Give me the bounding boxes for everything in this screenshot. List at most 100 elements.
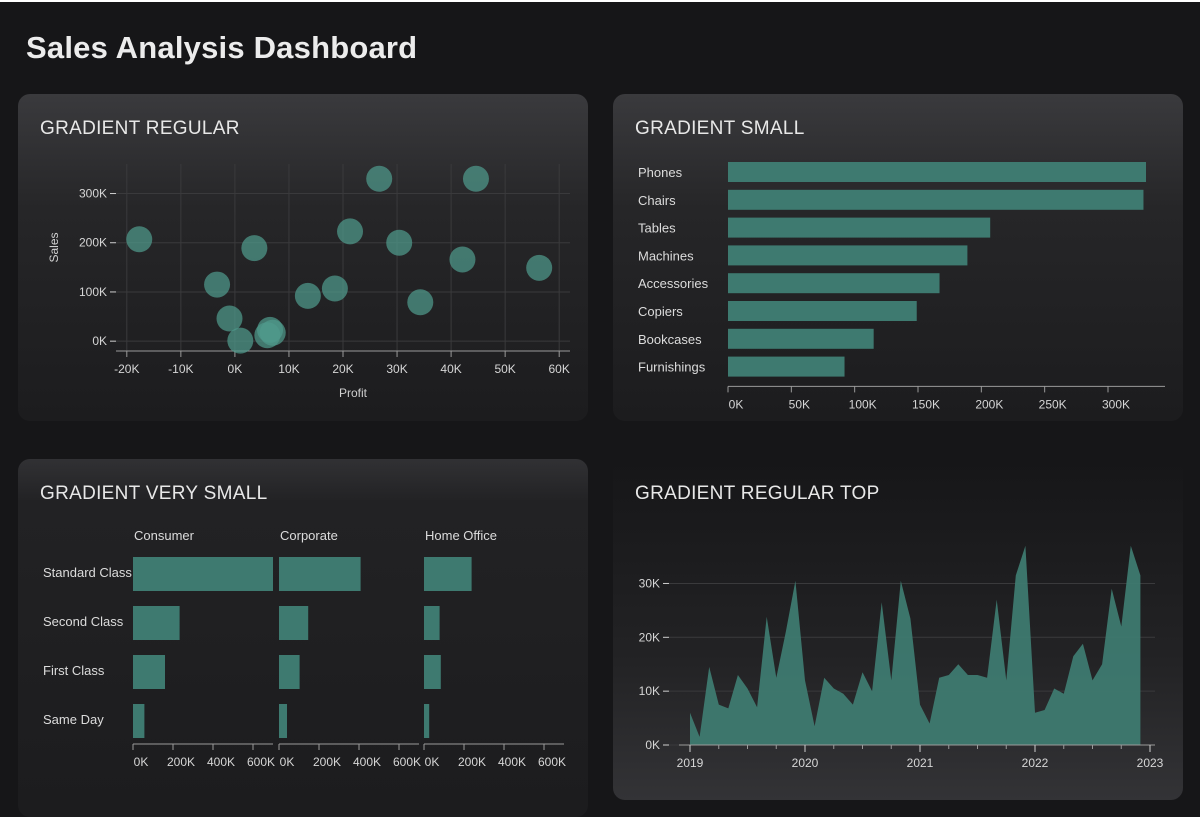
hbar-tick-label: 300K (1102, 397, 1130, 411)
facet-bar (279, 606, 309, 640)
facet-tick-label: 400K (498, 755, 526, 769)
area-xtick-label: 2020 (792, 756, 819, 770)
facet-bar (424, 655, 441, 689)
scatter-ytick-label: 200K (79, 236, 107, 250)
scatter-point (126, 226, 153, 253)
scatter-xtick-label: 60K (549, 362, 570, 376)
scatter-point (386, 229, 413, 256)
scatter-ytick-label: 300K (79, 187, 107, 201)
hbar-chart: Phones Chairs Tables Machines Accessories Cop… (638, 162, 1165, 411)
facet-tick-label: 600K (393, 755, 421, 769)
facet-category-label: Standard Class (43, 565, 132, 580)
hbar-bar (728, 217, 991, 238)
hbar-bar (728, 189, 1144, 210)
hbar-category-label: Phones (638, 165, 683, 180)
area-xtick-label: 2019 (677, 756, 704, 770)
facet-bar (133, 557, 273, 591)
scatter-ytick-label: 100K (79, 285, 107, 299)
facet-bar (133, 606, 180, 640)
hbar-category-label: Machines (638, 248, 694, 263)
facet-bar (133, 655, 165, 689)
hbar-tick-label: 50K (789, 397, 810, 411)
scatter-point (449, 246, 476, 273)
facet-chart: Standard Class Second Class First Class Sam… (43, 528, 566, 769)
scatter-point (216, 305, 243, 332)
area-chart: 0K 10K 20K 30K 2019 2020 2021 2022 2023 (639, 545, 1164, 770)
facet-tick-label: 200K (313, 755, 341, 769)
facet-header: Consumer (134, 528, 195, 543)
scatter-point (227, 327, 254, 354)
facet-category-label: Second Class (43, 614, 124, 629)
hbar-category-label: Furnishings (638, 360, 706, 375)
card-hbar: GRADIENT SMALL Phones Chairs Tables Machine… (613, 94, 1183, 421)
scatter-point (204, 271, 231, 298)
hbar-category-label: Copiers (638, 304, 683, 319)
scatter-xtick-label: 20K (332, 362, 353, 376)
scatter-y-axis-label: Sales (47, 232, 61, 262)
hbar-bar (728, 301, 917, 321)
hbar-category-label: Chairs (638, 193, 676, 208)
card-scatter: GRADIENT REGULAR -20K -10K 0K 10K 20K 30K 40K 5… (18, 94, 588, 421)
top-edge (0, 0, 1200, 2)
facet-bar (424, 606, 440, 640)
scatter-point (366, 165, 393, 192)
scatter-ytick-label: 0K (92, 334, 107, 348)
facet-category-label: Same Day (43, 712, 104, 727)
scatter-point (294, 282, 321, 309)
area-xtick-label: 2023 (1137, 756, 1164, 770)
facet-header: Corporate (280, 528, 338, 543)
card-title-area: GRADIENT REGULAR TOP (635, 483, 880, 504)
area-series (690, 545, 1141, 745)
hbar-tick-label: 250K (1039, 397, 1067, 411)
facet-bar (424, 557, 472, 591)
facet-tick-label: 0K (134, 755, 149, 769)
facet-header: Home Office (425, 528, 497, 543)
card-title-facet: GRADIENT VERY SMALL (40, 483, 268, 504)
scatter-xtick-label: 10K (278, 362, 299, 376)
facet-category-label: First Class (43, 663, 105, 678)
card-title-hbar: GRADIENT SMALL (635, 118, 805, 139)
scatter-point (241, 235, 268, 262)
hbar-tick-label: 150K (912, 397, 940, 411)
facet-tick-label: 0K (425, 755, 440, 769)
hbar-tick-label: 100K (849, 397, 877, 411)
scatter-point (407, 289, 434, 316)
scatter-chart: -20K -10K 0K 10K 20K 30K 40K 50K 60K 0K 100K 200K 30… (47, 164, 570, 400)
area-ytick-label: 0K (645, 738, 660, 752)
hbar-bar (728, 162, 1146, 182)
hbar-category-label: Accessories (638, 276, 709, 291)
facet-bar (424, 704, 430, 738)
card-area: GRADIENT REGULAR TOP 0K 10K 20K 30K 2019 2020… (613, 459, 1183, 800)
facet-bar (279, 704, 287, 738)
scatter-point (337, 218, 364, 245)
facet-tick-label: 400K (207, 755, 235, 769)
hbar-bar (728, 356, 845, 377)
facet-tick-label: 200K (458, 755, 486, 769)
scatter-x-axis-label: Profit (339, 386, 368, 400)
area-xtick-label: 2022 (1022, 756, 1049, 770)
page-title: Sales Analysis Dashboard (26, 30, 418, 65)
hbar-tick-label: 0K (729, 397, 744, 411)
hbar-bar (728, 273, 940, 294)
facet-tick-label: 200K (167, 755, 195, 769)
scatter-xtick-label: 30K (386, 362, 407, 376)
scatter-point (321, 275, 348, 302)
scatter-xtick-label: -10K (168, 362, 193, 376)
facet-tick-label: 600K (247, 755, 275, 769)
scatter-point (526, 254, 553, 281)
area-xtick-label: 2021 (907, 756, 934, 770)
facet-bar (279, 557, 361, 591)
card-facet: GRADIENT VERY SMALL Standard Class Second… (18, 459, 588, 817)
facet-tick-label: 600K (538, 755, 566, 769)
scatter-xtick-label: 40K (440, 362, 461, 376)
scatter-xtick-label: 50K (494, 362, 515, 376)
hbar-category-label: Bookcases (638, 332, 702, 347)
facet-bar (279, 655, 300, 689)
facet-tick-label: 0K (280, 755, 295, 769)
area-ytick-label: 20K (639, 630, 660, 644)
area-ytick-label: 10K (639, 684, 660, 698)
card-title-scatter: GRADIENT REGULAR (40, 118, 240, 139)
hbar-tick-label: 200K (975, 397, 1003, 411)
area-ytick-label: 30K (639, 576, 660, 590)
facet-tick-label: 400K (353, 755, 381, 769)
